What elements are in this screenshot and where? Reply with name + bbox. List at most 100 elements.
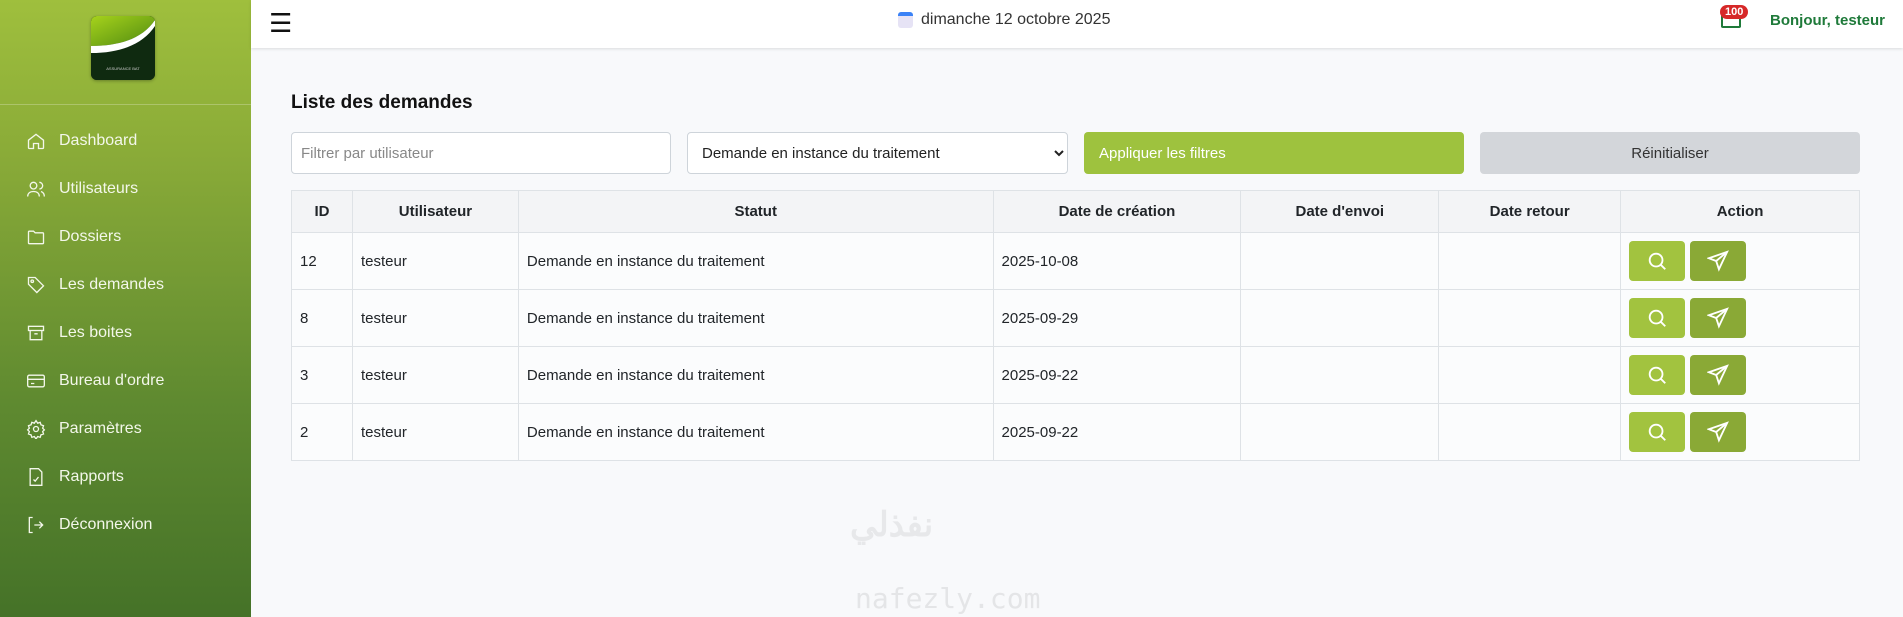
- cell-id: 3: [291, 346, 353, 404]
- table-row: 3 testeur Demande en instance du traitemen…: [291, 346, 1860, 404]
- cell-return: [1438, 403, 1622, 461]
- sidebar-item-parametres[interactable]: Paramètres: [26, 414, 142, 444]
- sidebar-item-bureau-d-ordre[interactable]: Bureau d'ordre: [26, 366, 164, 396]
- table-row: 12 testeur Demande en instance du traiteme…: [291, 232, 1860, 290]
- cell-user: testeur: [351, 346, 519, 404]
- watermark-arabic: نفذلي: [850, 506, 934, 544]
- sidebar-item-label: Paramètres: [59, 420, 142, 437]
- send-icon: [1707, 250, 1730, 272]
- send-icon: [1707, 421, 1730, 443]
- cell-created: 2025-10-08: [992, 232, 1242, 290]
- logout-icon: [28, 516, 44, 534]
- apply-filters-button[interactable]: Appliquer les filtres: [1084, 132, 1464, 174]
- file-chart-icon: [29, 468, 43, 486]
- sidebar: ASSURANCE BAT Dashboard Utilisateurs Dos…: [0, 0, 251, 617]
- table-header-row: ID Utilisateur Statut Date de création Date …: [291, 190, 1860, 233]
- cell-created: 2025-09-22: [992, 403, 1242, 461]
- cell-return: [1438, 346, 1622, 404]
- folder-icon: [27, 230, 45, 245]
- column-header: Date retour: [1438, 190, 1622, 233]
- column-header: Utilisateur: [351, 190, 519, 233]
- send-button[interactable]: [1690, 355, 1747, 395]
- cell-user: testeur: [351, 232, 519, 290]
- view-button[interactable]: [1629, 241, 1686, 281]
- calendar-icon: [898, 12, 913, 28]
- status-filter-select[interactable]: Demande en instance du traitement: [687, 132, 1068, 174]
- archive-icon: [27, 325, 45, 341]
- user-greeting[interactable]: Bonjour, testeur: [1770, 12, 1886, 29]
- send-icon: [1707, 364, 1730, 386]
- search-icon: [1648, 252, 1666, 270]
- cell-sent: [1240, 346, 1440, 404]
- sidebar-item-les-boites[interactable]: Les boites: [26, 318, 132, 348]
- sidebar-item-label: Dashboard: [59, 132, 138, 149]
- sidebar-item-label: Les demandes: [59, 276, 164, 293]
- sidebar-item-dashboard[interactable]: Dashboard: [26, 126, 137, 156]
- credit-card-icon: [27, 374, 45, 388]
- cell-id: 8: [291, 289, 353, 347]
- send-button[interactable]: [1690, 241, 1747, 281]
- cell-status: Demande en instance du traitement: [517, 346, 994, 404]
- home-icon: [27, 133, 45, 150]
- user-filter-input[interactable]: [291, 132, 671, 174]
- top-header: ☰ dimanche 12 octobre 2025 100 Bonjour, …: [251, 0, 1903, 48]
- cell-sent: [1240, 289, 1440, 347]
- sidebar-item-label: Déconnexion: [59, 516, 153, 533]
- cell-status: Demande en instance du traitement: [517, 403, 994, 461]
- sidebar-item-label: Utilisateurs: [59, 180, 139, 197]
- sidebar-item-label: Dossiers: [59, 228, 122, 245]
- cell-created: 2025-09-22: [992, 346, 1242, 404]
- sidebar-item-deconnexion[interactable]: Déconnexion: [26, 510, 152, 540]
- requests-table: ID Utilisateur Statut Date de création Date …: [291, 190, 1860, 461]
- cell-id: 2: [291, 403, 353, 461]
- column-header: Date de création: [992, 190, 1242, 233]
- send-button[interactable]: [1690, 412, 1747, 452]
- table-row: 2 testeur Demande en instance du traitemen…: [291, 403, 1860, 461]
- search-icon: [1648, 309, 1666, 327]
- cell-user: testeur: [351, 289, 519, 347]
- sidebar-item-dossiers[interactable]: Dossiers: [26, 222, 121, 252]
- sidebar-item-les-demandes[interactable]: Les demandes: [26, 270, 164, 300]
- gear-icon: [26, 419, 46, 439]
- page-title: Liste des demandes: [291, 92, 473, 113]
- send-icon: [1707, 307, 1730, 329]
- cell-return: [1438, 289, 1622, 347]
- cell-id: 12: [291, 232, 353, 290]
- cell-created: 2025-09-29: [992, 289, 1242, 347]
- hamburger-menu-icon[interactable]: ☰: [269, 8, 293, 38]
- inbox-icon[interactable]: [1721, 12, 1741, 28]
- watermark-latin: nafezly.com: [855, 582, 1041, 615]
- cell-user: testeur: [351, 403, 519, 461]
- send-button[interactable]: [1690, 298, 1747, 338]
- current-date: dimanche 12 octobre 2025: [898, 11, 1110, 29]
- view-button[interactable]: [1629, 298, 1686, 338]
- logo-text: ASSURANCE BAT: [106, 66, 140, 71]
- sidebar-item-label: Les boites: [59, 324, 132, 341]
- cell-action: [1620, 346, 1860, 404]
- cell-action: [1620, 289, 1860, 347]
- column-header: Date d'envoi: [1240, 190, 1440, 233]
- column-header: Statut: [517, 190, 994, 233]
- table-row: 8 testeur Demande en instance du traitemen…: [291, 289, 1860, 347]
- sidebar-divider: [0, 104, 251, 105]
- sidebar-item-rapports[interactable]: Rapports: [26, 462, 124, 492]
- search-icon: [1648, 423, 1666, 441]
- cell-action: [1620, 232, 1860, 290]
- cell-return: [1438, 232, 1622, 290]
- cell-sent: [1240, 403, 1440, 461]
- search-icon: [1648, 366, 1666, 384]
- view-button[interactable]: [1629, 412, 1686, 452]
- sidebar-item-label: Rapports: [59, 468, 124, 485]
- sidebar-item-utilisateurs[interactable]: Utilisateurs: [26, 174, 138, 204]
- sidebar-item-label: Bureau d'ordre: [59, 372, 165, 389]
- cell-status: Demande en instance du traitement: [517, 232, 994, 290]
- logo[interactable]: ASSURANCE BAT: [91, 16, 155, 80]
- reset-button[interactable]: Réinitialiser: [1480, 132, 1860, 174]
- cell-action: [1620, 403, 1860, 461]
- view-button[interactable]: [1629, 355, 1686, 395]
- date-text: dimanche 12 octobre 2025: [921, 11, 1111, 28]
- column-header: ID: [291, 190, 353, 233]
- tag-icon: [27, 276, 45, 294]
- users-icon: [27, 181, 45, 197]
- notification-badge: 100: [1720, 5, 1749, 19]
